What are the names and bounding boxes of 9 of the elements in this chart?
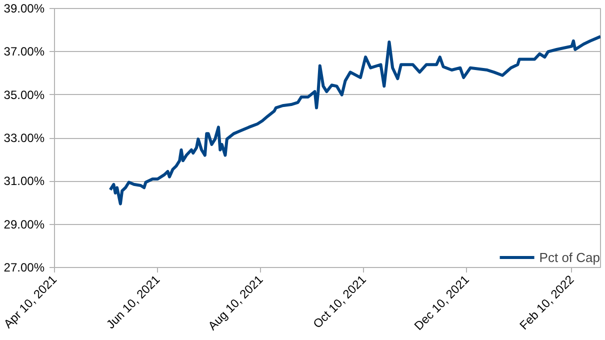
y-tick-label: 33.00% (4, 131, 45, 145)
y-tick-label: 29.00% (4, 217, 45, 232)
y-tick-label: 31.00% (4, 174, 45, 188)
y-tick-label: 35.00% (4, 88, 45, 102)
y-tick-label: 39.00% (4, 2, 45, 16)
legend-label: Pct of Cap (539, 250, 600, 264)
y-tick-label: 37.00% (4, 44, 45, 59)
line-series (108, 35, 600, 206)
y-tick-label: 27.00% (4, 260, 45, 274)
